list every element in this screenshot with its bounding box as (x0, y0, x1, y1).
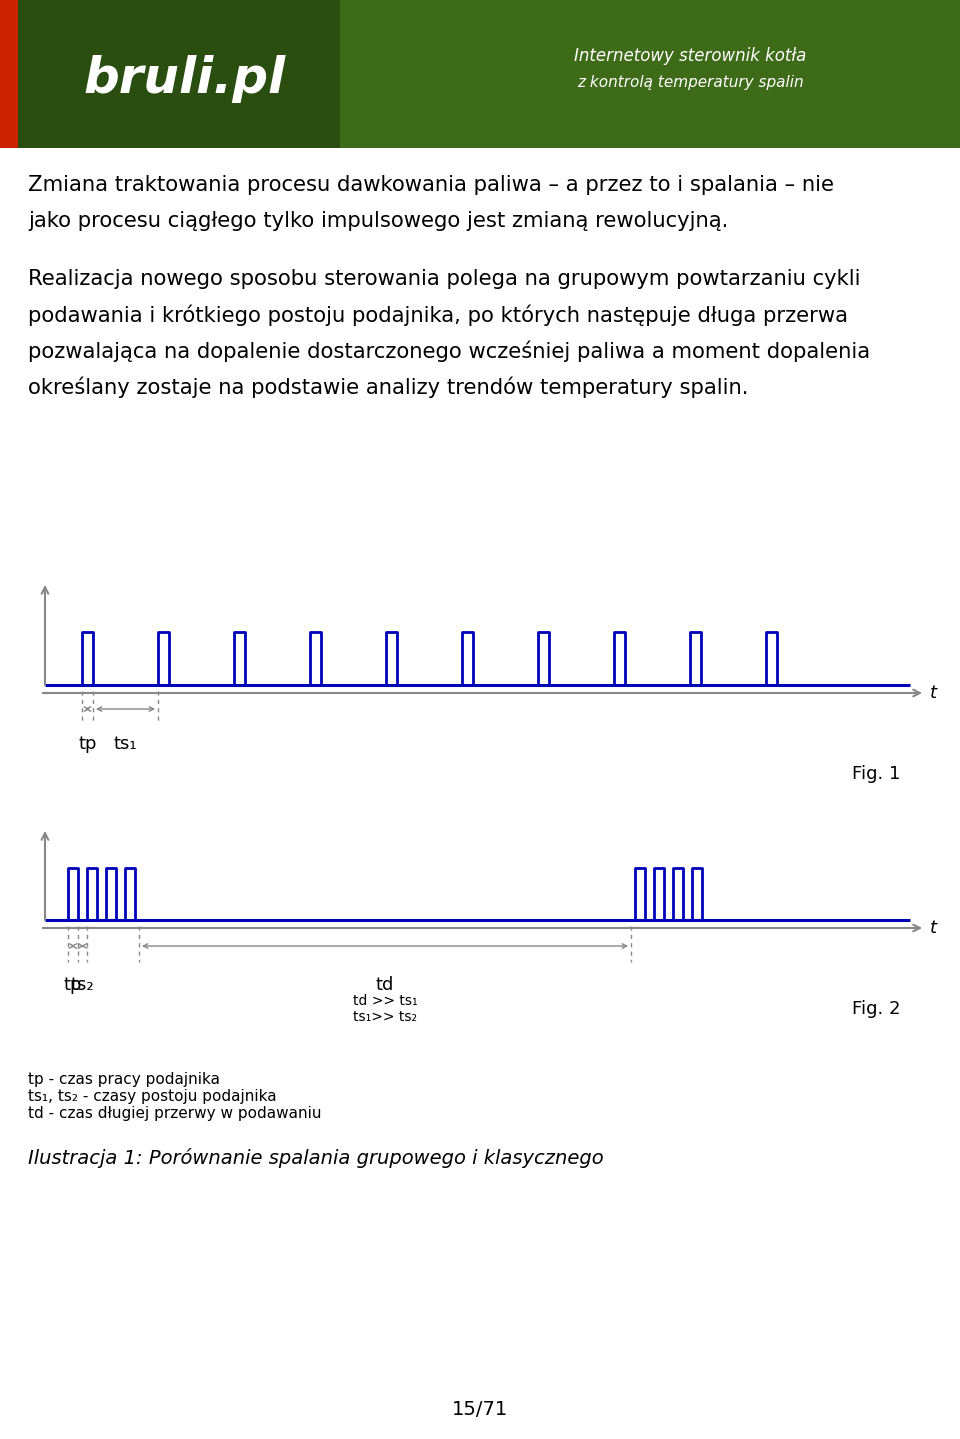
Text: Zmiana traktowania procesu dawkowania paliwa – a przez to i spalania – nie: Zmiana traktowania procesu dawkowania pa… (28, 176, 834, 196)
Text: Fig. 1: Fig. 1 (852, 766, 900, 783)
Text: td: td (375, 976, 395, 994)
Text: 15/71: 15/71 (452, 1400, 508, 1419)
Text: tp: tp (79, 735, 97, 753)
Text: ts₁, ts₂ - czasy postoju podajnika: ts₁, ts₂ - czasy postoju podajnika (28, 1089, 276, 1104)
Text: Realizacja nowego sposobu sterowania polega na grupowym powtarzaniu cykli: Realizacja nowego sposobu sterowania pol… (28, 269, 860, 289)
Text: Internetowy sterownik kotła: Internetowy sterownik kotła (574, 47, 806, 65)
Text: t: t (930, 920, 937, 937)
Text: td - czas długiej przerwy w podawaniu: td - czas długiej przerwy w podawaniu (28, 1107, 322, 1121)
Text: ts₂: ts₂ (71, 976, 94, 994)
Text: Ilustracja 1: Porównanie spalania grupowego i klasycznego: Ilustracja 1: Porównanie spalania grupow… (28, 1148, 604, 1168)
Bar (0, 0, 18, 148)
Text: ts₁>> ts₂: ts₁>> ts₂ (353, 1010, 417, 1025)
Text: ts₁: ts₁ (113, 735, 137, 753)
Text: t: t (930, 684, 937, 702)
Text: z kontrolą temperatury spalin: z kontrolą temperatury spalin (577, 75, 804, 89)
Bar (0, 0, 960, 148)
Text: tp - czas pracy podajnika: tp - czas pracy podajnika (28, 1072, 220, 1086)
Text: bruli.pl: bruli.pl (84, 55, 286, 104)
Text: Fig. 2: Fig. 2 (852, 1000, 900, 1017)
Text: jako procesu ciągłego tylko impulsowego jest zmianą rewolucyjną.: jako procesu ciągłego tylko impulsowego … (28, 212, 729, 232)
Text: określany zostaje na podstawie analizy trendów temperatury spalin.: określany zostaje na podstawie analizy t… (28, 377, 749, 399)
Text: tp: tp (63, 976, 83, 994)
Text: pozwalająca na dopalenie dostarczonego wcześniej paliwa a moment dopalenia: pozwalająca na dopalenie dostarczonego w… (28, 341, 870, 363)
Text: podawania i krótkiego postoju podajnika, po których następuje długa przerwa: podawania i krótkiego postoju podajnika,… (28, 305, 848, 327)
Text: td >> ts₁: td >> ts₁ (352, 994, 418, 1007)
Bar (0, 0, 340, 148)
